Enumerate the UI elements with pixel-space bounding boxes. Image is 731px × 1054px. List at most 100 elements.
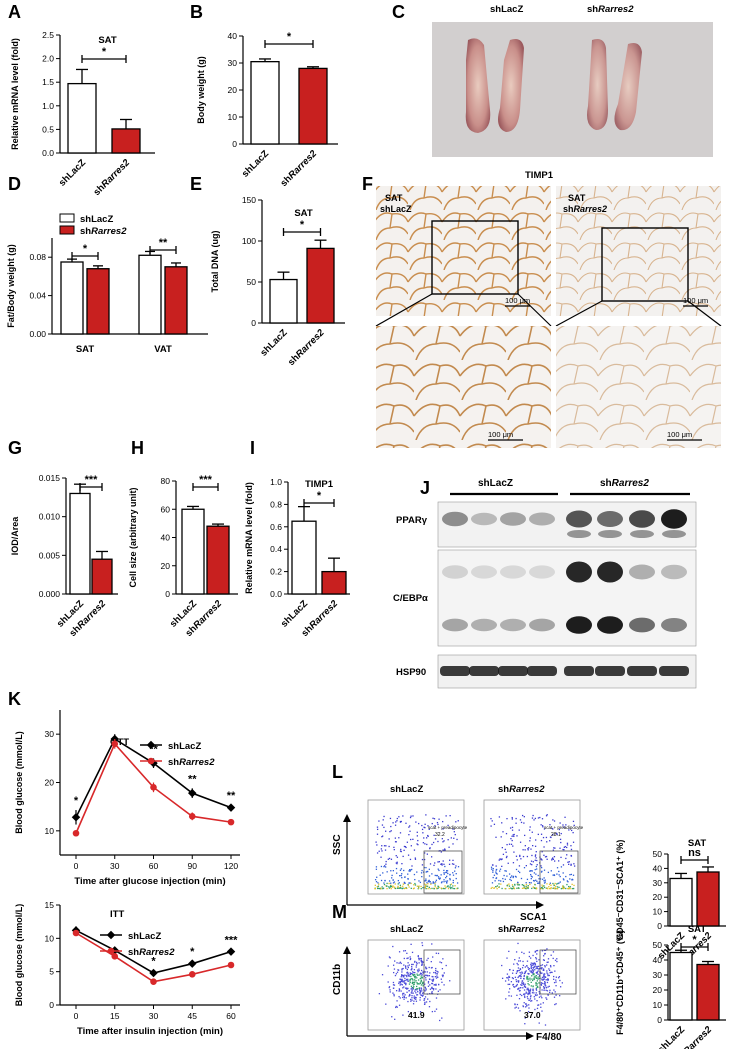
event-dot — [443, 849, 445, 852]
event-dot — [436, 821, 439, 824]
flow-dot-plot — [367, 939, 465, 1031]
event-dot — [524, 996, 526, 999]
event-dot — [424, 986, 427, 988]
event-dot — [418, 822, 420, 825]
event-dot — [420, 961, 423, 963]
event-dot — [407, 980, 410, 982]
event-dot — [403, 976, 405, 978]
event-dot — [540, 968, 543, 970]
event-dot — [540, 833, 543, 835]
event-dot — [521, 984, 523, 986]
event-dot — [556, 887, 558, 890]
event-dot — [376, 844, 378, 846]
event-dot — [438, 877, 440, 880]
event-dot — [491, 882, 494, 884]
event-dot — [401, 974, 404, 977]
panel-letter-m: M — [332, 902, 347, 922]
event-dot — [437, 952, 440, 955]
event-dot — [374, 884, 376, 886]
event-dot — [374, 887, 376, 890]
event-dot — [517, 970, 519, 972]
event-dot — [553, 874, 556, 877]
event-dot — [517, 881, 519, 884]
event-dot — [401, 974, 403, 977]
event-dot — [566, 883, 568, 886]
data-point-shlacz — [226, 947, 236, 956]
event-dot — [420, 975, 422, 977]
event-dot — [572, 831, 574, 834]
event-dot — [437, 823, 439, 826]
event-dot — [541, 878, 544, 880]
bar-shlacz — [250, 61, 280, 145]
event-dot — [409, 978, 411, 981]
event-dot — [506, 843, 508, 846]
event-dot — [388, 986, 391, 988]
event-dot — [523, 822, 525, 824]
event-dot — [533, 819, 535, 821]
blot-band-cebp-lower — [471, 618, 497, 632]
event-dot — [525, 887, 527, 890]
event-dot — [413, 873, 416, 876]
event-dot — [532, 985, 534, 988]
event-dot — [560, 841, 562, 844]
event-dot — [394, 824, 397, 826]
event-dot — [547, 974, 549, 977]
event-dot — [563, 826, 565, 828]
event-dot — [393, 993, 395, 996]
y-axis-label: F4/80⁺CD11b⁺CD45⁺ (%) — [615, 930, 625, 1035]
event-dot — [454, 885, 456, 887]
event-dot — [381, 845, 383, 847]
event-dot — [421, 977, 423, 979]
event-dot — [439, 989, 441, 991]
y-tick-label: 50 — [653, 940, 663, 950]
event-dot — [444, 865, 446, 868]
event-dot — [524, 972, 526, 974]
event-dot — [511, 835, 513, 837]
event-dot — [535, 879, 537, 881]
event-dot — [511, 972, 514, 974]
blot-band-ppar-lower — [630, 530, 654, 538]
event-dot — [503, 874, 505, 877]
event-dot — [447, 824, 449, 827]
event-dot — [412, 838, 414, 841]
event-dot — [532, 969, 534, 972]
legend-label-shlacz: shLacZ — [168, 741, 201, 752]
event-dot — [402, 992, 404, 995]
event-dot — [552, 887, 554, 889]
event-dot — [508, 887, 510, 890]
event-dot — [523, 886, 525, 888]
event-dot — [515, 972, 518, 975]
event-dot — [547, 961, 549, 963]
event-dot — [514, 1007, 516, 1009]
event-dot — [454, 870, 456, 872]
bar-shrarres2 — [696, 871, 720, 927]
event-dot — [498, 859, 500, 861]
event-dot — [435, 1008, 438, 1010]
panel-f-title: TIMP1 — [525, 170, 554, 181]
event-dot — [564, 816, 566, 818]
event-dot — [531, 964, 533, 966]
event-dot — [406, 972, 408, 974]
event-dot — [389, 817, 392, 820]
event-dot — [527, 976, 529, 978]
event-dot — [421, 824, 423, 827]
event-dot — [398, 988, 401, 990]
event-dot — [502, 831, 504, 833]
chart-title: SAT — [688, 838, 706, 849]
event-dot — [534, 859, 536, 861]
event-dot — [511, 875, 513, 877]
event-dot — [393, 995, 395, 997]
event-dot — [416, 871, 418, 873]
event-dot — [419, 957, 421, 960]
event-dot — [398, 951, 401, 953]
event-dot — [536, 864, 538, 866]
gate-text: scat + preadipocyte — [428, 825, 468, 830]
event-dot — [443, 984, 445, 986]
event-dot — [420, 957, 423, 960]
event-dot — [532, 966, 534, 969]
y-tick-label: 1.0 — [270, 477, 282, 487]
event-dot — [397, 969, 400, 971]
event-dot — [441, 863, 443, 865]
event-dot — [434, 874, 436, 877]
panel-letter-b: B — [190, 2, 203, 22]
